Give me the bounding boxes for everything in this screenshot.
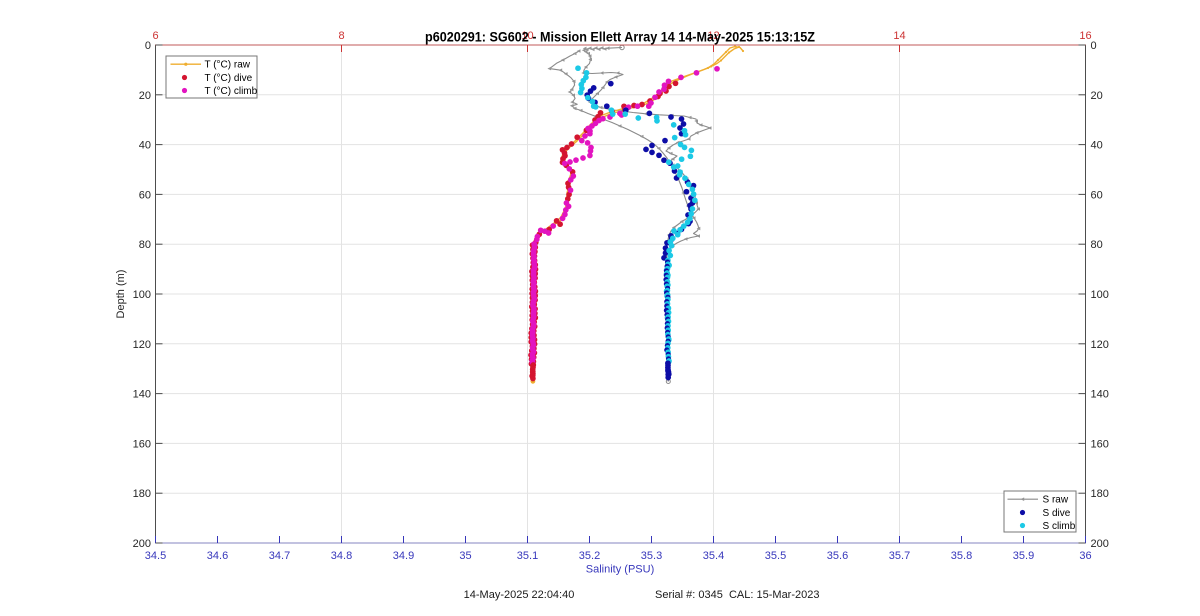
svg-text:100: 100 xyxy=(133,289,151,301)
svg-text:Depth (m): Depth (m) xyxy=(115,270,127,319)
svg-text:180: 180 xyxy=(133,488,151,500)
svg-text:6: 6 xyxy=(152,30,158,42)
svg-text:14: 14 xyxy=(893,30,905,42)
svg-text:20: 20 xyxy=(1091,90,1103,102)
svg-text:p6020291: SG602 - Mission Elle: p6020291: SG602 - Mission Ellett Array 1… xyxy=(425,29,815,45)
svg-text:12: 12 xyxy=(707,30,719,42)
svg-text:34.5: 34.5 xyxy=(145,550,166,562)
svg-text:35.9: 35.9 xyxy=(1013,550,1034,562)
svg-text:14-May-2025 22:04:40: 14-May-2025 22:04:40 xyxy=(464,589,575,601)
svg-text:S raw: S raw xyxy=(1043,495,1069,506)
svg-text:20: 20 xyxy=(139,90,151,102)
svg-text:34.9: 34.9 xyxy=(393,550,414,562)
svg-text:120: 120 xyxy=(133,339,151,351)
svg-text:34.6: 34.6 xyxy=(207,550,228,562)
svg-text:35.7: 35.7 xyxy=(889,550,910,562)
svg-text:60: 60 xyxy=(1091,189,1103,201)
svg-text:T (°C) dive: T (°C) dive xyxy=(205,73,253,84)
svg-text:200: 200 xyxy=(133,538,151,550)
svg-text:S climb: S climb xyxy=(1043,521,1076,532)
svg-text:Salinity (PSU): Salinity (PSU) xyxy=(586,564,654,576)
svg-text:35: 35 xyxy=(459,550,471,562)
svg-text:16: 16 xyxy=(1079,30,1091,42)
svg-text:180: 180 xyxy=(1091,488,1109,500)
svg-text:34.7: 34.7 xyxy=(269,550,290,562)
svg-text:0: 0 xyxy=(1091,40,1097,52)
svg-text:T (°C) climb: T (°C) climb xyxy=(205,86,258,97)
svg-text:120: 120 xyxy=(1091,339,1109,351)
svg-text:200: 200 xyxy=(1091,538,1109,550)
svg-text:36: 36 xyxy=(1079,550,1091,562)
svg-text:Serial #: 0345 CAL: 15-Mar-20: Serial #: 0345 CAL: 15-Mar-2023 xyxy=(655,589,819,601)
svg-text:35.6: 35.6 xyxy=(827,550,848,562)
svg-text:40: 40 xyxy=(139,140,151,152)
svg-text:40: 40 xyxy=(1091,140,1103,152)
svg-text:10: 10 xyxy=(521,30,533,42)
svg-text:160: 160 xyxy=(133,438,151,450)
svg-text:35.8: 35.8 xyxy=(951,550,972,562)
svg-text:140: 140 xyxy=(133,389,151,401)
svg-text:160: 160 xyxy=(1091,438,1109,450)
svg-text:T (°C) raw: T (°C) raw xyxy=(205,60,251,71)
svg-text:8: 8 xyxy=(338,30,344,42)
svg-text:60: 60 xyxy=(139,189,151,201)
svg-text:35.5: 35.5 xyxy=(765,550,786,562)
svg-text:100: 100 xyxy=(1091,289,1109,301)
svg-text:80: 80 xyxy=(139,239,151,251)
svg-text:35.2: 35.2 xyxy=(579,550,600,562)
svg-text:35.1: 35.1 xyxy=(517,550,538,562)
svg-text:35.3: 35.3 xyxy=(641,550,662,562)
svg-text:80: 80 xyxy=(1091,239,1103,251)
svg-text:0: 0 xyxy=(145,40,151,52)
svg-text:140: 140 xyxy=(1091,389,1109,401)
svg-text:34.8: 34.8 xyxy=(331,550,352,562)
svg-text:S dive: S dive xyxy=(1043,508,1071,519)
svg-text:35.4: 35.4 xyxy=(703,550,724,562)
